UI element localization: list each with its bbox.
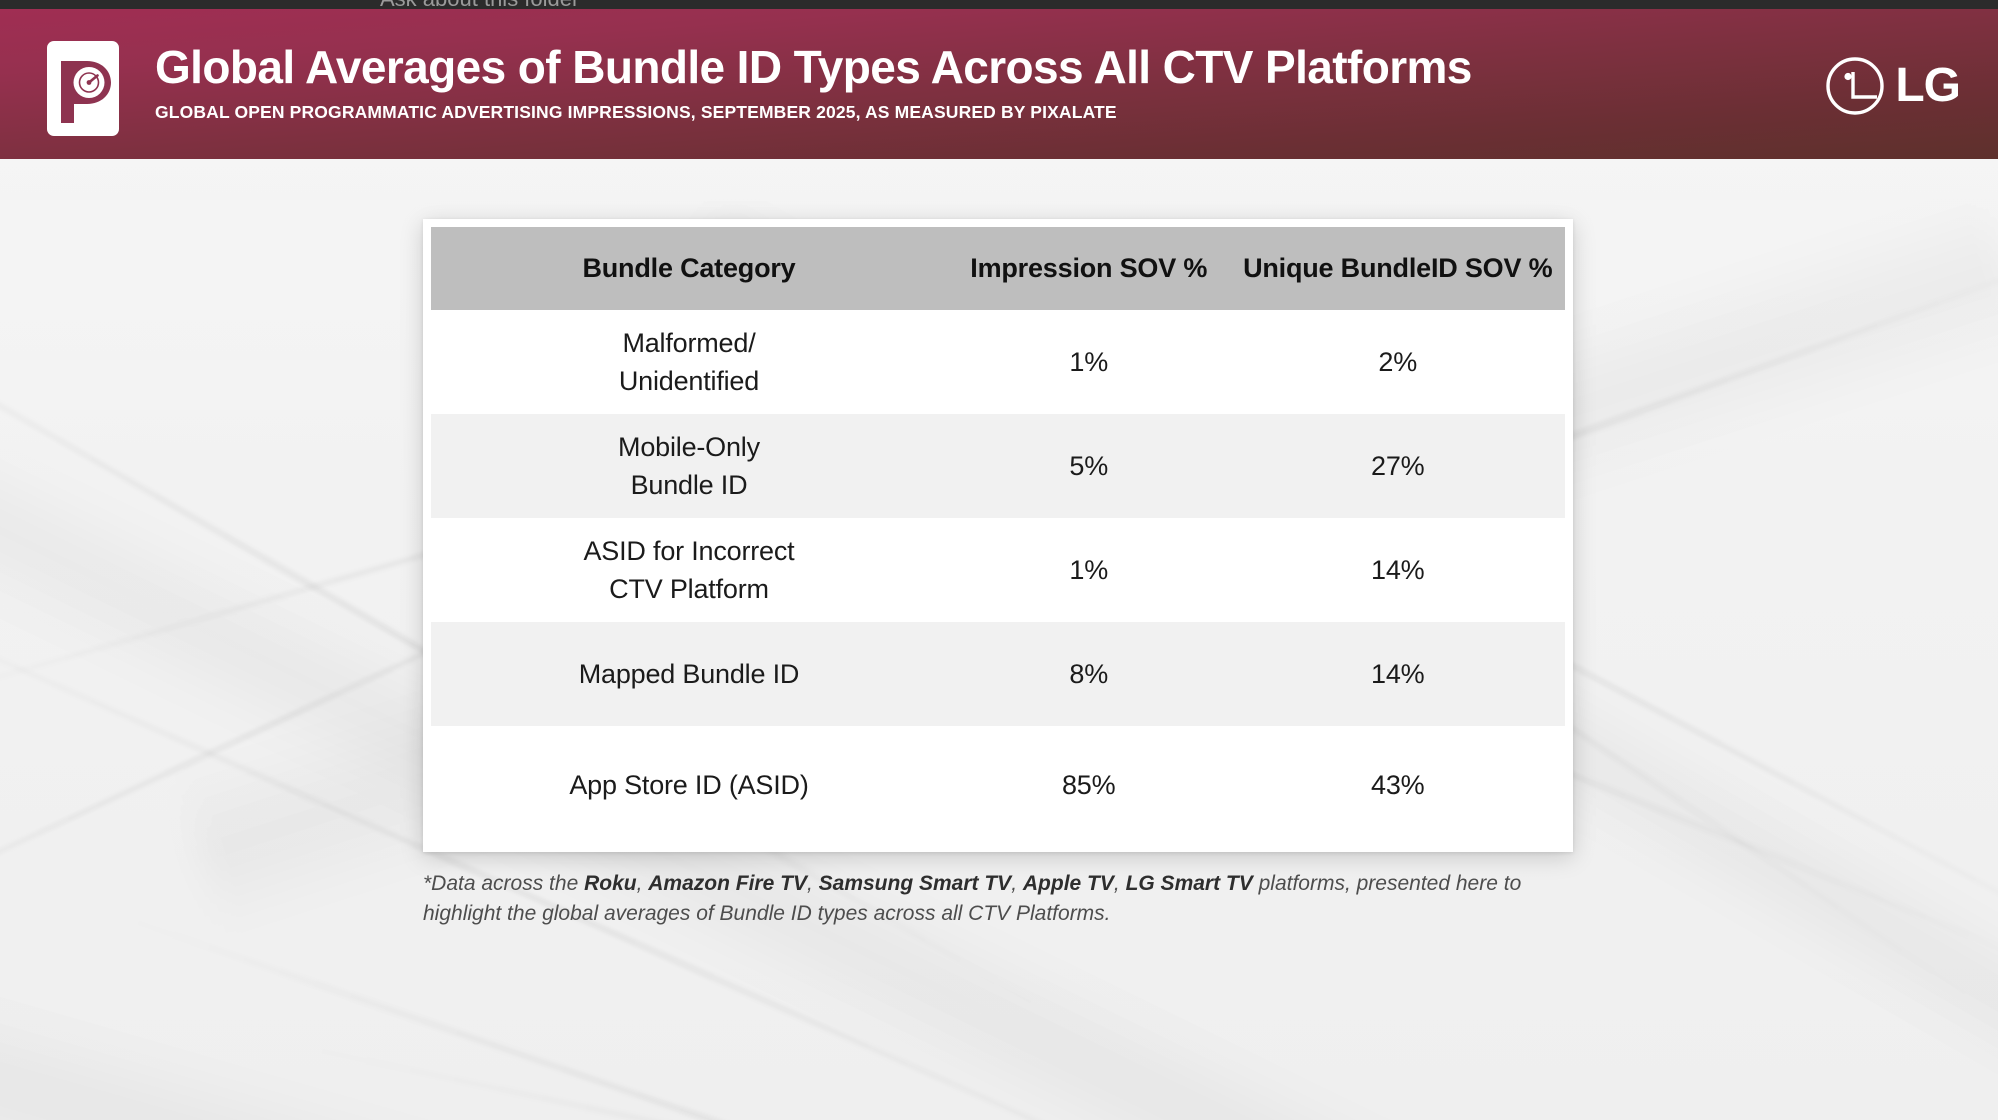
category-line-1: App Store ID (ASID) [569,769,809,800]
column-header-bundle-category: Bundle Category [431,227,947,310]
page-title: Global Averages of Bundle ID Types Acros… [155,41,1472,93]
footnote-platform: LG Smart TV [1125,872,1253,895]
table-row: Mobile-Only Bundle ID 5% 27% [431,414,1565,518]
cell-unique-bundleid-sov: 43% [1230,726,1565,844]
cell-impression-sov: 5% [946,414,1231,518]
category-line-1: ASID for Incorrect [583,535,795,566]
cell-unique-bundleid-sov: 14% [1230,518,1565,622]
page-subtitle: GLOBAL OPEN PROGRAMMATIC ADVERTISING IMP… [155,101,1117,122]
column-header-impression-sov: Impression SOV % [946,227,1231,310]
table-header: Bundle Category Impression SOV % Unique … [431,227,1565,310]
cell-impression-sov: 8% [946,622,1231,726]
table-body: Malformed/ Unidentified 1% 2% Mobile-Onl… [431,310,1565,844]
cell-category: App Store ID (ASID) [431,726,947,844]
cell-impression-sov: 85% [946,726,1231,844]
footnote: *Data across the Roku, Amazon Fire TV, S… [423,872,1522,926]
category-line-1: Malformed/ [622,327,756,358]
table-row: App Store ID (ASID) 85% 43% [431,726,1565,844]
category-line-1: Mobile-Only [618,431,760,462]
cell-unique-bundleid-sov: 27% [1230,414,1565,518]
cell-unique-bundleid-sov: 2% [1230,310,1565,414]
cell-impression-sov: 1% [946,518,1231,622]
table-row: Mapped Bundle ID 8% 14% [431,622,1565,726]
header-text-block: Global Averages of Bundle ID Types Acros… [155,41,1715,123]
column-header-unique-bundleid-sov: Unique BundleID SOV % [1230,227,1565,310]
footnote-platform: Roku [584,872,637,895]
category-line-2: CTV Platform [609,574,769,604]
os-strip-label: Ask about this folder [380,0,579,9]
cell-category: ASID for Incorrect CTV Platform [431,518,947,622]
footnote-platform: Samsung Smart TV [818,872,1012,895]
pixalate-logo-icon [47,41,119,136]
cell-unique-bundleid-sov: 14% [1230,622,1565,726]
cell-category: Mobile-Only Bundle ID [431,414,947,518]
cell-impression-sov: 1% [946,310,1231,414]
page-header: Global Averages of Bundle ID Types Acros… [0,9,1998,159]
table-header-row: Bundle Category Impression SOV % Unique … [431,227,1565,310]
bundle-id-table-card: Bundle Category Impression SOV % Unique … [423,219,1573,852]
bundle-id-table: Bundle Category Impression SOV % Unique … [431,227,1565,844]
os-top-strip: Ask about this folder [0,0,1998,9]
lg-wordmark: LG [1895,59,1961,112]
cell-category: Mapped Bundle ID [431,622,947,726]
cell-category: Malformed/ Unidentified [431,310,947,414]
table-row: Malformed/ Unidentified 1% 2% [431,310,1565,414]
lg-logo-icon: LG [1824,55,1961,117]
footnote-platform: Apple TV [1022,872,1114,895]
category-line-1: Mapped Bundle ID [578,658,800,689]
category-line-2: Unidentified [618,366,760,396]
category-line-2: Bundle ID [630,470,748,500]
footnote-platform: Amazon Fire TV [648,872,807,895]
table-row: ASID for Incorrect CTV Platform 1% 14% [431,518,1565,622]
